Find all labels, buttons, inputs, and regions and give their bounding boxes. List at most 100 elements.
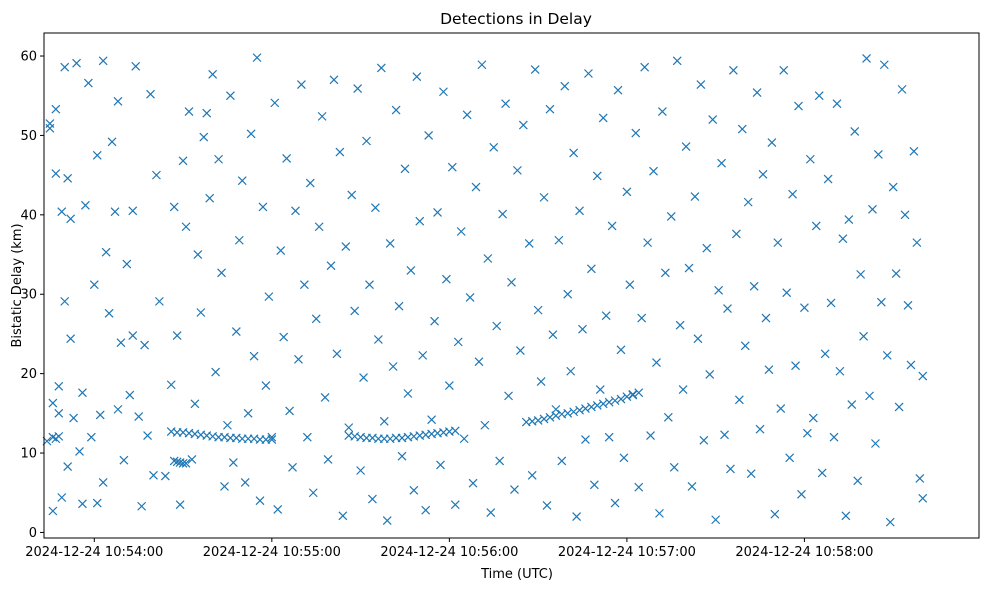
data-point: [619, 453, 629, 463]
data-point: [720, 430, 729, 440]
data-point: [805, 154, 815, 164]
data-point: [128, 206, 138, 216]
data-point: [128, 331, 138, 340]
data-point: [468, 478, 478, 488]
x-tick-label: 2024-12-24 10:54:00: [25, 545, 163, 560]
data-point: [104, 308, 114, 318]
data-point: [149, 470, 158, 480]
chart-title: Detections in Delay: [440, 10, 592, 28]
data-point: [412, 72, 422, 82]
data-point: [912, 238, 922, 248]
data-point: [536, 377, 546, 387]
data-point: [332, 349, 342, 359]
data-point: [865, 391, 874, 401]
x-axis-label: Time (UTC): [480, 567, 553, 582]
data-point: [504, 391, 513, 401]
data-point: [882, 350, 892, 360]
data-point: [563, 408, 573, 418]
data-point: [320, 393, 330, 402]
data-point: [101, 247, 111, 257]
data-point: [708, 115, 718, 124]
data-point: [666, 211, 676, 221]
data-point: [350, 306, 360, 316]
data-point: [403, 389, 413, 398]
data-point: [308, 488, 318, 498]
data-point: [649, 166, 658, 176]
data-point: [607, 221, 617, 231]
data-point: [616, 345, 626, 355]
data-point: [465, 292, 475, 302]
data-point: [63, 173, 73, 183]
data-point: [791, 361, 800, 371]
data-point: [69, 413, 79, 423]
data-point: [814, 91, 824, 101]
data-point: [243, 408, 253, 418]
data-point: [208, 69, 218, 79]
data-point: [755, 424, 765, 434]
data-point: [462, 110, 472, 120]
data-point: [749, 281, 759, 291]
data-point: [323, 454, 333, 464]
data-point: [54, 431, 64, 441]
data-point: [199, 132, 209, 142]
data-point: [430, 316, 439, 326]
data-point: [480, 420, 490, 430]
data-point: [92, 498, 102, 508]
data-point: [557, 456, 567, 466]
data-point: [388, 362, 398, 371]
data-point: [533, 416, 543, 425]
data-point: [678, 385, 688, 394]
y-tick-label: 20: [20, 367, 37, 382]
data-point: [51, 169, 61, 178]
data-point: [909, 146, 919, 156]
data-point: [225, 91, 235, 101]
data-point: [370, 203, 380, 213]
data-point: [273, 504, 283, 514]
data-point: [258, 202, 268, 212]
data-point: [817, 468, 827, 478]
data-point: [154, 296, 164, 306]
data-point: [823, 174, 833, 184]
data-point: [545, 412, 555, 422]
data-point: [492, 321, 502, 331]
data-point: [788, 189, 798, 199]
x-axis-ticks: 2024-12-24 10:54:00 2024-12-24 10:55:00 20…: [25, 538, 873, 560]
data-point: [294, 354, 303, 364]
data-point: [779, 65, 789, 75]
x-tick-label: 2024-12-24 10:58:00: [735, 545, 873, 560]
data-point: [421, 505, 431, 515]
data-point: [178, 458, 188, 468]
data-point: [305, 178, 315, 188]
data-point: [267, 432, 277, 442]
data-point: [379, 416, 389, 426]
plot-frame: [43, 32, 980, 539]
data-point: [122, 259, 132, 269]
data-point: [634, 482, 644, 492]
data-point: [731, 229, 741, 239]
data-point: [539, 414, 549, 424]
data-point: [54, 408, 64, 418]
data-point: [107, 137, 117, 147]
data-point: [169, 456, 179, 466]
data-point: [282, 154, 292, 163]
data-point: [205, 193, 215, 203]
data-point: [231, 327, 241, 336]
data-point: [657, 107, 667, 117]
data-point: [72, 58, 81, 68]
data-point: [841, 511, 851, 521]
data-point: [92, 150, 102, 160]
data-point: [675, 320, 685, 330]
data-point: [228, 458, 238, 467]
data-point: [575, 206, 584, 216]
data-point: [808, 413, 818, 423]
y-tick-label: 0: [29, 526, 37, 541]
data-point: [190, 399, 200, 409]
y-tick-label: 50: [20, 129, 37, 144]
data-point: [616, 394, 626, 404]
data-point: [631, 128, 641, 138]
data-point: [237, 176, 247, 186]
data-point: [261, 381, 271, 390]
data-point: [113, 96, 123, 106]
data-point: [489, 142, 499, 152]
data-point: [918, 371, 928, 381]
